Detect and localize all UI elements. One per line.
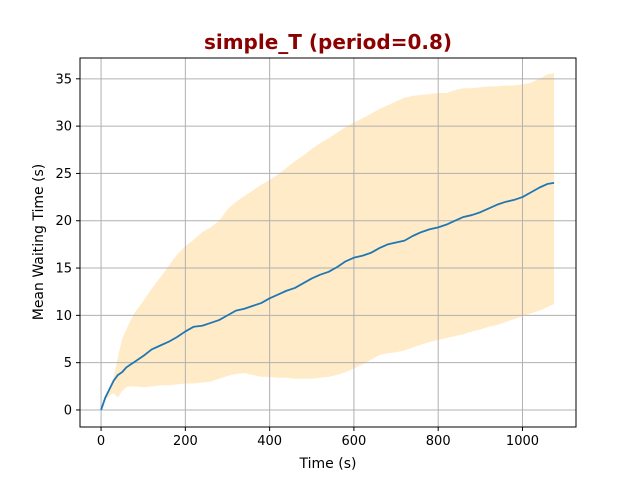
- grid-layer: [80, 58, 576, 427]
- y-tick-label: 10: [55, 309, 72, 324]
- x-tick-label: 1000: [506, 434, 539, 449]
- y-tick-label: 25: [55, 167, 72, 182]
- x-tick-label: 0: [97, 434, 105, 449]
- x-tick-label: 400: [257, 434, 282, 449]
- x-axis-label: Time (s): [299, 456, 357, 472]
- y-axis-label: Mean Waiting Time (s): [31, 164, 47, 321]
- y-tick-label: 20: [55, 214, 72, 229]
- line-layer: [100, 181, 555, 411]
- spread-band: [101, 73, 555, 410]
- tick-layer: 0 200 400 600 800 1000 0 5 10 15 20 25 30 35: [55, 72, 539, 449]
- y-tick-label: 15: [55, 262, 72, 277]
- plot-frame: [79, 57, 577, 428]
- chart-title: simple_T (period=0.8): [204, 30, 452, 54]
- x-tick-label: 200: [173, 434, 198, 449]
- y-tick-label: 35: [55, 72, 72, 87]
- x-tick-label: 600: [342, 434, 367, 449]
- x-tick-label: 800: [426, 434, 451, 449]
- band-layer: [101, 73, 555, 410]
- y-tick-label: 30: [55, 120, 72, 135]
- mean-line: [100, 181, 555, 411]
- y-tick-label: 0: [64, 403, 72, 418]
- y-tick-label: 5: [64, 356, 72, 371]
